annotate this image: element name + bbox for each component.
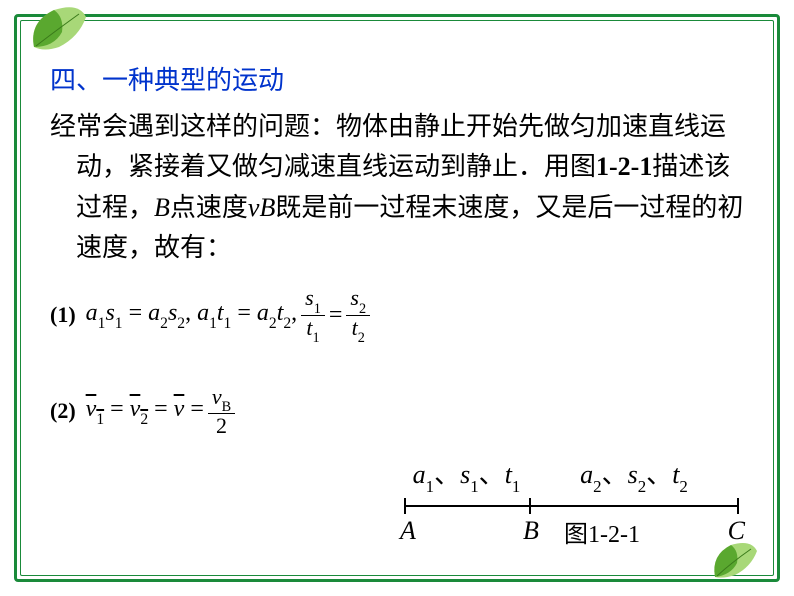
- tick-A: [404, 498, 406, 514]
- equals: =: [329, 302, 343, 329]
- tick-C: [737, 498, 739, 514]
- point-B: B: [523, 516, 539, 546]
- figure-caption: 图1-2-1: [564, 514, 640, 549]
- eq-body: v1 = v2 = v =: [86, 396, 204, 427]
- point-A: A: [400, 516, 416, 546]
- eq-body: a1s1 = a2s2, a1t1 = a2t2,: [86, 300, 298, 331]
- fraction: vB 2: [208, 385, 235, 439]
- tick-B: [529, 498, 531, 514]
- content-area: 四、一种典型的运动 经常会遇到这样的问题：物体由静止开始先做匀加速直线运动，紧接…: [50, 60, 754, 478]
- number-line: [404, 496, 739, 516]
- leaf-icon: [707, 539, 762, 584]
- leaf-icon: [24, 2, 94, 57]
- fig-ref: 1-2-1: [596, 152, 652, 181]
- fraction: s2 t2: [346, 286, 370, 344]
- eq-label: (2): [50, 398, 76, 424]
- fraction: s1 t1: [301, 286, 325, 344]
- diagram-top-labels: a1、s1、t1 a2、s2、t2: [404, 454, 739, 494]
- eq-label: (1): [50, 302, 76, 328]
- var-vB: vB: [248, 193, 275, 222]
- segment-1-label: a1、s1、t1: [404, 454, 529, 494]
- equation-1: (1) a1s1 = a2s2, a1t1 = a2t2, s1 t1 = s2…: [50, 286, 754, 344]
- equation-2: (2) v1 = v2 = v = vB 2: [50, 385, 754, 439]
- var-B: B: [154, 193, 170, 222]
- equations: (1) a1s1 = a2s2, a1t1 = a2t2, s1 t1 = s2…: [50, 286, 754, 438]
- line: [404, 505, 739, 507]
- body-paragraph: 经常会遇到这样的问题：物体由静止开始先做匀加速直线运动，紧接着又做匀减速直线运动…: [50, 107, 754, 268]
- segment-2-label: a2、s2、t2: [529, 454, 739, 494]
- diagram-bottom-labels: A B C 图1-2-1: [404, 516, 739, 546]
- section-heading: 四、一种典型的运动: [50, 60, 754, 97]
- diagram: a1、s1、t1 a2、s2、t2 A B C 图1-2-1: [404, 454, 739, 546]
- para-text: 点速度: [170, 193, 248, 222]
